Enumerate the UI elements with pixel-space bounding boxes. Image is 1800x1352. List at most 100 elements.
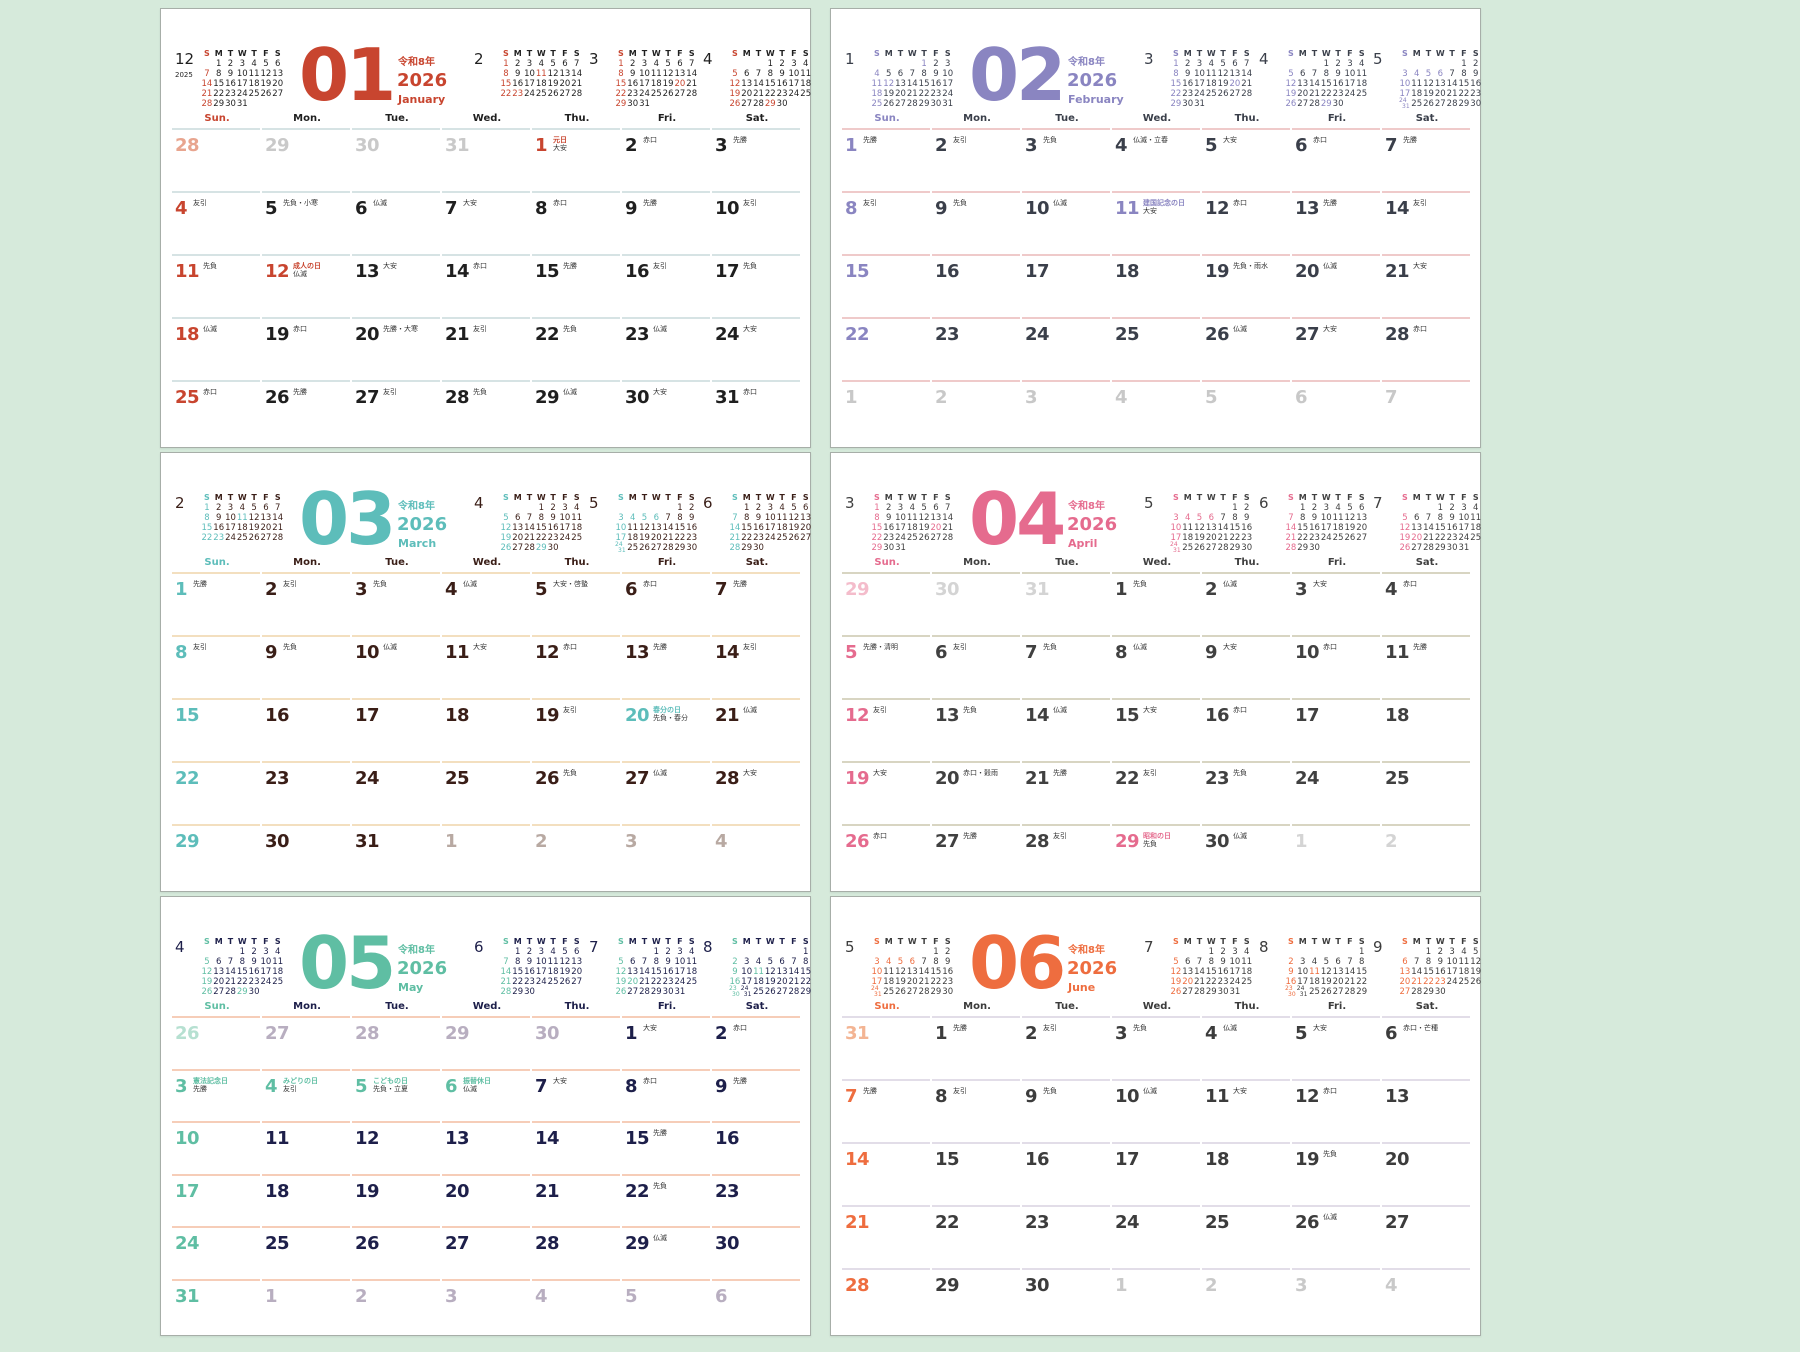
- adjacent-month-day[interactable]: 1: [442, 824, 530, 887]
- day-cell[interactable]: 24: [1112, 1205, 1200, 1268]
- day-cell[interactable]: 11 大安: [442, 635, 530, 698]
- adjacent-month-day[interactable]: 5: [1202, 380, 1290, 443]
- day-cell[interactable]: 22: [172, 761, 260, 824]
- day-cell[interactable]: 27 仏滅: [622, 761, 710, 824]
- day-cell[interactable]: 2 友引: [1022, 1016, 1110, 1079]
- day-cell[interactable]: 3 先負: [1022, 128, 1110, 191]
- day-cell[interactable]: 9 大安: [1202, 635, 1290, 698]
- adjacent-month-day[interactable]: 26: [172, 1016, 260, 1069]
- day-cell[interactable]: 22: [932, 1205, 1020, 1268]
- day-cell[interactable]: 1 先勝: [172, 572, 260, 635]
- adjacent-month-day[interactable]: 1: [1112, 1268, 1200, 1331]
- day-cell[interactable]: 24: [352, 761, 440, 824]
- day-cell[interactable]: 14 友引: [1382, 191, 1470, 254]
- day-cell[interactable]: 20 春分の日 先負・春分: [622, 698, 710, 761]
- day-cell[interactable]: 30: [262, 824, 350, 887]
- day-cell[interactable]: 1 大安: [622, 1016, 710, 1069]
- day-cell[interactable]: 10 赤口: [1292, 635, 1380, 698]
- adjacent-month-day[interactable]: 29: [262, 128, 350, 191]
- day-cell[interactable]: 25: [442, 761, 530, 824]
- day-cell[interactable]: 16: [262, 698, 350, 761]
- adjacent-month-day[interactable]: 27: [262, 1016, 350, 1069]
- day-cell[interactable]: 5 大安・啓蟄: [532, 572, 620, 635]
- day-cell[interactable]: 25 赤口: [172, 380, 260, 443]
- day-cell[interactable]: 20 赤口・穀雨: [932, 761, 1020, 824]
- day-cell[interactable]: 15: [932, 1142, 1020, 1205]
- day-cell[interactable]: 27 先勝: [932, 824, 1020, 887]
- day-cell[interactable]: 11 先負: [172, 254, 260, 317]
- day-cell[interactable]: 11 大安: [1202, 1079, 1290, 1142]
- day-cell[interactable]: 19 赤口: [262, 317, 350, 380]
- day-cell[interactable]: 10 仏滅: [352, 635, 440, 698]
- day-cell[interactable]: 9 先負: [1022, 1079, 1110, 1142]
- adjacent-month-day[interactable]: 2: [352, 1278, 440, 1332]
- day-cell[interactable]: 13 先勝: [622, 635, 710, 698]
- day-cell[interactable]: 5 大安: [1202, 128, 1290, 191]
- day-cell[interactable]: 15 先勝: [622, 1121, 710, 1174]
- day-cell[interactable]: 19 先負: [1292, 1142, 1380, 1205]
- day-cell[interactable]: 1 先勝: [932, 1016, 1020, 1079]
- day-cell[interactable]: 10: [172, 1121, 260, 1174]
- day-cell[interactable]: 25: [262, 1226, 350, 1279]
- day-cell[interactable]: 9 先勝: [622, 191, 710, 254]
- day-cell[interactable]: 8 赤口: [532, 191, 620, 254]
- adjacent-month-day[interactable]: 6: [712, 1278, 800, 1332]
- day-cell[interactable]: 23 仏滅: [622, 317, 710, 380]
- day-cell[interactable]: 29 昭和の日 先負: [1112, 824, 1200, 887]
- day-cell[interactable]: 26 先負: [532, 761, 620, 824]
- day-cell[interactable]: 29: [172, 824, 260, 887]
- day-cell[interactable]: 9 先負: [262, 635, 350, 698]
- day-cell[interactable]: 7 先勝: [712, 572, 800, 635]
- adjacent-month-day[interactable]: 3: [1022, 380, 1110, 443]
- adjacent-month-day[interactable]: 29: [842, 572, 930, 635]
- day-cell[interactable]: 15: [172, 698, 260, 761]
- day-cell[interactable]: 16: [712, 1121, 800, 1174]
- day-cell[interactable]: 6 振替休日 仏滅: [442, 1068, 530, 1122]
- day-cell[interactable]: 15: [842, 254, 930, 317]
- day-cell[interactable]: 8 友引: [932, 1079, 1020, 1142]
- day-cell[interactable]: 12 成人の日 仏滅: [262, 254, 350, 317]
- day-cell[interactable]: 30: [712, 1226, 800, 1279]
- adjacent-month-day[interactable]: 4: [1112, 380, 1200, 443]
- day-cell[interactable]: 19: [352, 1173, 440, 1227]
- day-cell[interactable]: 22 友引: [1112, 761, 1200, 824]
- day-cell[interactable]: 17 先負: [712, 254, 800, 317]
- day-cell[interactable]: 14 友引: [712, 635, 800, 698]
- day-cell[interactable]: 21: [532, 1173, 620, 1227]
- adjacent-month-day[interactable]: 30: [932, 572, 1020, 635]
- day-cell[interactable]: 8 友引: [172, 635, 260, 698]
- day-cell[interactable]: 18: [1112, 254, 1200, 317]
- adjacent-month-day[interactable]: 31: [442, 128, 530, 191]
- day-cell[interactable]: 13: [442, 1121, 530, 1174]
- adjacent-month-day[interactable]: 3: [622, 824, 710, 887]
- day-cell[interactable]: 15 大安: [1112, 698, 1200, 761]
- day-cell[interactable]: 10 友引: [712, 191, 800, 254]
- day-cell[interactable]: 31: [352, 824, 440, 887]
- day-cell[interactable]: 7 先勝: [842, 1079, 930, 1142]
- day-cell[interactable]: 15 先勝: [532, 254, 620, 317]
- day-cell[interactable]: 12 友引: [842, 698, 930, 761]
- day-cell[interactable]: 6 友引: [932, 635, 1020, 698]
- day-cell[interactable]: 27: [1382, 1205, 1470, 1268]
- adjacent-month-day[interactable]: 4: [712, 824, 800, 887]
- day-cell[interactable]: 27 大安: [1292, 317, 1380, 380]
- day-cell[interactable]: 31 赤口: [712, 380, 800, 443]
- day-cell[interactable]: 17: [1292, 698, 1380, 761]
- day-cell[interactable]: 13: [1382, 1079, 1470, 1142]
- day-cell[interactable]: 2 仏滅: [1202, 572, 1290, 635]
- day-cell[interactable]: 9 先勝: [712, 1068, 800, 1122]
- day-cell[interactable]: 22 先負: [532, 317, 620, 380]
- day-cell[interactable]: 11 先勝: [1382, 635, 1470, 698]
- day-cell[interactable]: 5 こどもの日 先負・立夏: [352, 1068, 440, 1122]
- adjacent-month-day[interactable]: 30: [352, 128, 440, 191]
- day-cell[interactable]: 14 仏滅: [1022, 698, 1110, 761]
- day-cell[interactable]: 17: [1022, 254, 1110, 317]
- day-cell[interactable]: 4 友引: [172, 191, 260, 254]
- day-cell[interactable]: 8 仏滅: [1112, 635, 1200, 698]
- day-cell[interactable]: 7 先負: [1022, 635, 1110, 698]
- day-cell[interactable]: 19 先負・雨水: [1202, 254, 1290, 317]
- day-cell[interactable]: 27 友引: [352, 380, 440, 443]
- day-cell[interactable]: 28 友引: [1022, 824, 1110, 887]
- day-cell[interactable]: 18: [262, 1173, 350, 1227]
- day-cell[interactable]: 20: [1382, 1142, 1470, 1205]
